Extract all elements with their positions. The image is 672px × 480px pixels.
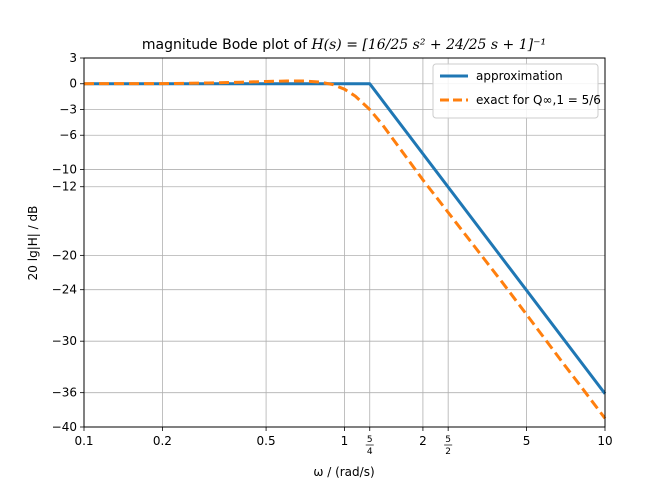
svg-text:5: 5 [367,435,373,445]
x-tick-label: 0.5 [257,434,276,448]
x-tick-label: 52 [444,435,453,457]
y-tick-label: −3 [59,102,77,116]
y-axis-label: 20 lg|H| / dB [26,206,40,281]
x-tick-label: 10 [597,434,612,448]
y-tick-label: −6 [59,128,77,142]
y-tick-label: 0 [69,77,77,91]
y-tick-label: −24 [52,283,77,297]
legend: approximation exact for Q∞,1 = 5/6 [432,63,601,119]
x-tick-label: 2 [419,434,427,448]
x-tick-label: 1 [341,434,349,448]
svg-text:5: 5 [445,435,451,445]
chart-title-formula: H(s) = [16/25 s² + 24/25 s + 1]⁻¹ [310,37,546,53]
x-tick-label: 0.1 [74,434,93,448]
y-tick-label: −40 [52,420,77,434]
y-tick-label: −20 [52,248,77,262]
x-tick-label: 54 [365,435,374,457]
legend-label-exact: exact for Q∞,1 = 5/6 [476,93,601,107]
y-tick-label: −12 [52,180,77,194]
x-axis-label: ω / (rad/s) [313,465,374,479]
series-exact-line [83,79,607,420]
legend-box [432,63,599,119]
y-tick-label: −10 [52,163,77,177]
chart-title: magnitude Bode plot of H(s) = [16/25 s² … [142,37,546,53]
legend-label-approximation: approximation [476,69,563,83]
x-tick-label: 0.2 [153,434,172,448]
x-tick-label: 5 [523,434,531,448]
y-tick-label: 3 [69,51,77,65]
y-tick-label: −36 [52,386,77,400]
svg-text:4: 4 [367,447,373,457]
chart-title-prefix: magnitude Bode plot of [142,37,312,53]
axis-ticks: 0.1 0.2 0.5 1 542 525 1030−3−6−10−12−20−24−30−… [52,51,613,457]
plot-series [83,79,607,420]
y-tick-label: −30 [52,334,77,348]
svg-text:2: 2 [445,447,451,457]
